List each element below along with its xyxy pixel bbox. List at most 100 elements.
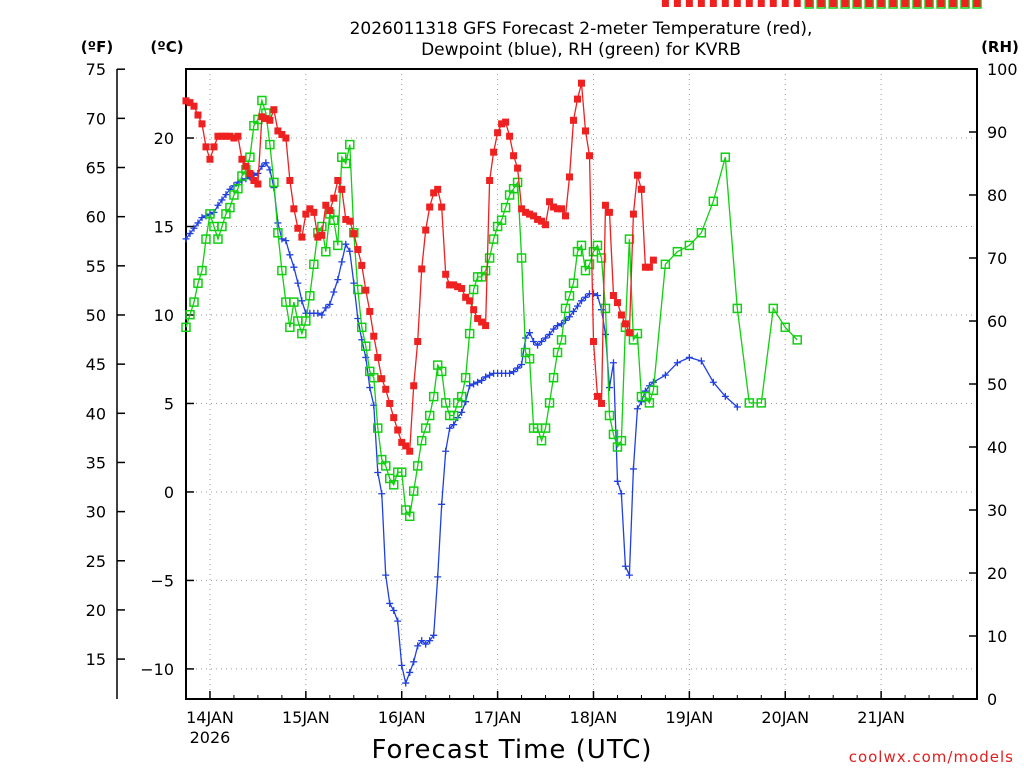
temperature-point xyxy=(334,176,342,184)
temperature-point xyxy=(426,203,434,211)
temperature-point xyxy=(450,281,458,289)
temperature-point xyxy=(574,95,582,103)
rh-point xyxy=(269,177,279,188)
rh-point xyxy=(496,215,507,225)
temperature-point xyxy=(793,0,801,7)
temperature-point xyxy=(358,261,366,269)
temperature-point xyxy=(250,176,258,184)
temperature-point xyxy=(518,205,526,213)
dewpoint-point xyxy=(446,424,454,432)
temperature-point xyxy=(621,320,629,328)
dewpoint-point xyxy=(721,392,729,400)
temperature-point xyxy=(566,173,574,181)
dewpoint-point xyxy=(410,658,418,666)
dewpoint-point xyxy=(526,329,534,337)
dewpoint-point xyxy=(430,631,438,639)
x-tick-label: 20JAN xyxy=(761,708,809,727)
rh-point xyxy=(456,391,467,402)
axis-ticks: −10 −5 0 5 10 15 20 15 20 25 30 35 40 45 50 55 60 65 70 75 0… xyxy=(86,60,1018,747)
temperature-point xyxy=(486,176,494,184)
dewpoint-point xyxy=(442,447,450,455)
dewpoint-point xyxy=(438,500,446,508)
rh-point xyxy=(484,253,495,263)
rh-point xyxy=(780,322,790,333)
rh-point xyxy=(948,0,958,9)
rh-point xyxy=(536,435,547,446)
dewpoint-point xyxy=(486,371,494,379)
dewpoint-point xyxy=(390,607,398,615)
rh-point xyxy=(608,429,619,440)
temperature-point xyxy=(446,281,454,289)
dewpoint-point xyxy=(613,477,621,485)
temperature-point xyxy=(617,311,625,319)
rh-point xyxy=(616,435,627,446)
rh-point xyxy=(369,372,379,383)
temperature-point xyxy=(570,116,578,124)
x-tick-label: 17JAN xyxy=(474,708,522,727)
temperature-point xyxy=(865,0,873,7)
rh-point xyxy=(660,259,671,270)
temperature-point xyxy=(721,0,729,7)
rh-point xyxy=(560,303,571,314)
rh-point xyxy=(632,328,643,339)
dewpoint-point xyxy=(538,338,546,346)
rh-point xyxy=(181,322,191,333)
rh-point xyxy=(516,253,527,263)
dewpoint-point xyxy=(398,661,406,669)
temperature-point xyxy=(266,116,274,124)
temperature-point xyxy=(422,226,430,234)
dewpoint-point xyxy=(378,490,386,498)
fahrenheit-tick-label: 20 xyxy=(86,601,106,620)
temperature-point xyxy=(322,201,330,209)
rh-point xyxy=(213,234,223,244)
dewpoint-point xyxy=(422,640,430,648)
rh-point xyxy=(448,410,459,421)
temperature-point xyxy=(733,0,741,7)
rh-point xyxy=(357,322,367,333)
temperature-point xyxy=(198,120,206,128)
dewpoint-point xyxy=(338,258,346,266)
dewpoint-point xyxy=(709,378,717,386)
temperature-point xyxy=(254,180,262,188)
x-tick-label: 15JAN xyxy=(282,708,330,727)
rh-point xyxy=(852,0,862,9)
dewpoint-point xyxy=(402,679,410,687)
dewpoint-point xyxy=(470,380,478,388)
temperature-point xyxy=(462,293,470,301)
temperature-point xyxy=(645,263,653,271)
temperature-point xyxy=(262,115,270,123)
temperature-point xyxy=(310,208,318,216)
rh-point xyxy=(816,0,826,9)
rh-point xyxy=(624,234,635,244)
fahrenheit-tick-label: 35 xyxy=(86,453,106,472)
dewpoint-point xyxy=(506,369,514,377)
rh-point xyxy=(756,398,767,408)
temperature-point xyxy=(398,438,406,446)
temperature-point xyxy=(222,132,230,140)
dewpoint-point xyxy=(621,562,629,570)
dewpoint-point xyxy=(518,361,526,369)
rh-point xyxy=(285,322,295,333)
temperature-point xyxy=(342,215,350,223)
celsius-tick-label: 10 xyxy=(154,306,174,325)
rh-point xyxy=(189,297,199,307)
temperature-point xyxy=(522,208,530,216)
temperature-point xyxy=(286,176,294,184)
rh-point xyxy=(329,215,339,225)
dewpoint-point xyxy=(214,201,222,209)
dewpoint-point xyxy=(609,359,617,367)
temperature-point xyxy=(817,0,825,7)
dewpoint-point xyxy=(286,251,294,259)
rh-point xyxy=(644,398,655,408)
chart-title-line-1: 2026011318 GFS Forecast 2-meter Temperat… xyxy=(350,19,813,39)
temperature-point xyxy=(597,399,605,407)
rh-point xyxy=(708,196,719,207)
dewpoint-point xyxy=(466,382,474,390)
dewpoint-point xyxy=(394,617,402,625)
dewpoint-point xyxy=(342,240,350,248)
dewpoint-point xyxy=(298,297,306,305)
rh-point xyxy=(388,480,399,490)
rh-point xyxy=(333,240,343,251)
temperature-point xyxy=(829,0,837,7)
dewpoint-point xyxy=(478,376,486,384)
